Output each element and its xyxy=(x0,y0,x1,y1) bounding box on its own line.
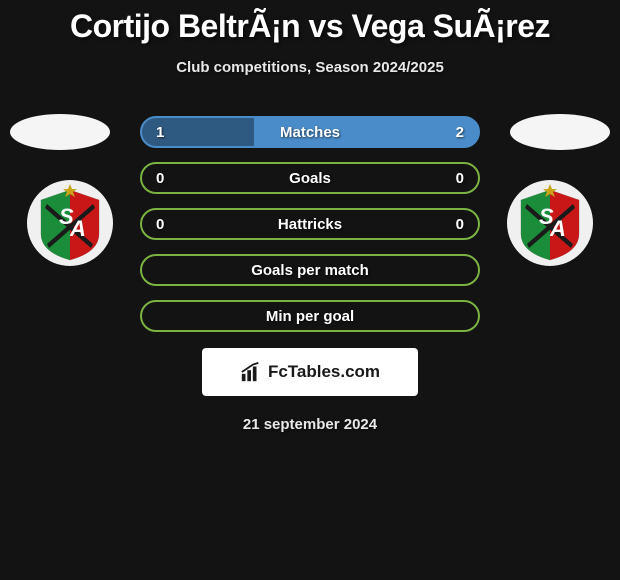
stat-label: Min per goal xyxy=(266,308,354,325)
player-right-shape xyxy=(510,114,610,150)
stat-row-matches: 1 Matches 2 xyxy=(140,116,480,148)
stat-left-value: 1 xyxy=(156,124,164,141)
svg-text:A: A xyxy=(549,216,566,241)
player-right-badge: S A xyxy=(507,180,593,266)
date-line: 21 september 2024 xyxy=(0,416,620,433)
stat-left-value: 0 xyxy=(156,170,164,187)
stat-right-value: 0 xyxy=(456,170,464,187)
page-title: Cortijo BeltrÃ¡n vs Vega SuÃ¡rez xyxy=(0,0,620,45)
club-badge-icon: S A xyxy=(37,184,103,262)
stat-row-goals: 0 Goals 0 xyxy=(140,162,480,194)
stat-left-value: 0 xyxy=(156,216,164,233)
subtitle: Club competitions, Season 2024/2025 xyxy=(0,59,620,76)
svg-text:A: A xyxy=(69,216,86,241)
source-logo: FcTables.com xyxy=(202,348,418,396)
stats-area: S A S A xyxy=(0,116,620,332)
stat-right-value: 2 xyxy=(456,124,464,141)
stat-label: Goals xyxy=(289,170,331,187)
stat-row-mpg: Min per goal xyxy=(140,300,480,332)
stat-label: Hattricks xyxy=(278,216,342,233)
stat-row-gpm: Goals per match xyxy=(140,254,480,286)
chart-icon xyxy=(240,361,262,383)
stat-label: Matches xyxy=(280,124,340,141)
logo-text: FcTables.com xyxy=(268,362,380,382)
comparison-card: Cortijo BeltrÃ¡n vs Vega SuÃ¡rez Club co… xyxy=(0,0,620,580)
stat-label: Goals per match xyxy=(251,262,369,279)
club-badge-icon: S A xyxy=(517,184,583,262)
player-left-shape xyxy=(10,114,110,150)
stat-right-value: 0 xyxy=(456,216,464,233)
stat-row-hattricks: 0 Hattricks 0 xyxy=(140,208,480,240)
stats-column: 1 Matches 2 0 Goals 0 0 Hattricks 0 Goal… xyxy=(140,116,480,332)
player-left-badge: S A xyxy=(27,180,113,266)
